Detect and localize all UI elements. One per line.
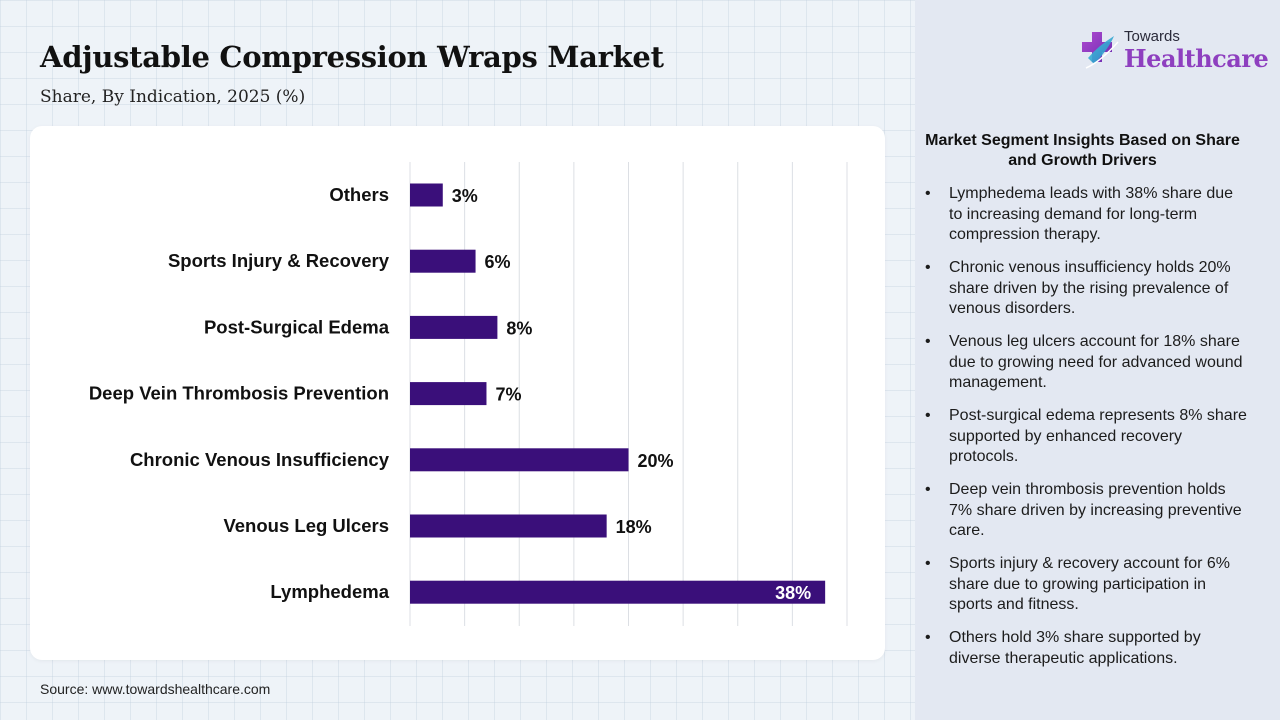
data-label: 6%: [485, 252, 511, 272]
category-label: Sports Injury & Recovery: [168, 250, 390, 271]
page-title: Adjustable Compression Wraps Market: [40, 40, 664, 74]
insight-item: • Lymphedema leads with 38% share due to …: [925, 184, 1250, 246]
bullet-icon: •: [925, 629, 931, 646]
insight-text: Lymphedema leads with 38% share due to i…: [949, 185, 1234, 243]
bar-chart: Others 3% Sports Injury & Recovery 6% Post-S…: [89, 162, 848, 626]
bullet-icon: •: [925, 333, 931, 350]
insight-item: • Others hold 3% share supported by diver…: [925, 628, 1250, 669]
logo-top-text: Towards: [1124, 28, 1180, 45]
bullet-icon: •: [925, 555, 931, 572]
data-label: 18%: [616, 517, 652, 537]
data-label: 38%: [775, 583, 811, 603]
logo-main-text: Healthcare: [1124, 44, 1269, 73]
insight-text: Post-surgical edema represents 8% share …: [949, 407, 1247, 465]
insights-panel: [915, 0, 1280, 720]
insight-text: Deep vein thrombosis prevention holds 7%…: [949, 481, 1242, 539]
brand-logo: Towards Healthcare: [1078, 28, 1269, 78]
chart-card: Others 3% Sports Injury & Recovery 6% Post-S…: [30, 126, 885, 660]
insight-text: Others hold 3% share supported by divers…: [949, 629, 1201, 667]
bar: [410, 315, 498, 339]
insight-text: Sports injury & recovery account for 6% …: [949, 555, 1231, 613]
insight-item: • Venous leg ulcers account for 18% share…: [925, 332, 1250, 394]
insights-list: • Lymphedema leads with 38% share due to …: [925, 184, 1250, 682]
bullet-icon: •: [925, 259, 931, 276]
medical-cross-icon: [1082, 32, 1119, 69]
insight-item: • Sports injury & recovery account for 6%…: [925, 554, 1250, 616]
category-label: Post-Surgical Edema: [204, 316, 390, 337]
bar: [410, 249, 476, 273]
insights-title: Market Segment Insights Based on Share a…: [925, 132, 1240, 169]
data-label: 7%: [495, 385, 521, 405]
data-label: 8%: [506, 318, 532, 338]
data-label: 20%: [638, 451, 674, 471]
insight-item: • Chronic venous insufficiency holds 20% …: [925, 258, 1250, 320]
source-note: Source: www.towardshealthcare.com: [40, 681, 271, 697]
page-subtitle: Share, By Indication, 2025 (%): [40, 87, 306, 107]
bar: [410, 382, 487, 406]
insight-text: Chronic venous insufficiency holds 20% s…: [949, 259, 1231, 317]
bullet-icon: •: [925, 481, 931, 498]
category-label: Chronic Venous Insufficiency: [130, 449, 390, 470]
insight-text: Venous leg ulcers account for 18% share …: [949, 333, 1243, 391]
data-label: 3%: [452, 186, 478, 206]
bullet-icon: •: [925, 185, 931, 202]
bar: [410, 183, 443, 207]
insight-item: • Deep vein thrombosis prevention holds 7…: [925, 480, 1250, 542]
bullet-icon: •: [925, 407, 931, 424]
bar: [410, 514, 607, 538]
bar: [410, 580, 826, 604]
category-label: Lymphedema: [270, 581, 389, 602]
category-label: Deep Vein Thrombosis Prevention: [89, 383, 389, 404]
category-label: Others: [329, 184, 389, 205]
insight-item: • Post-surgical edema represents 8% share…: [925, 406, 1250, 468]
bar: [410, 448, 629, 472]
category-label: Venous Leg Ulcers: [223, 515, 389, 536]
